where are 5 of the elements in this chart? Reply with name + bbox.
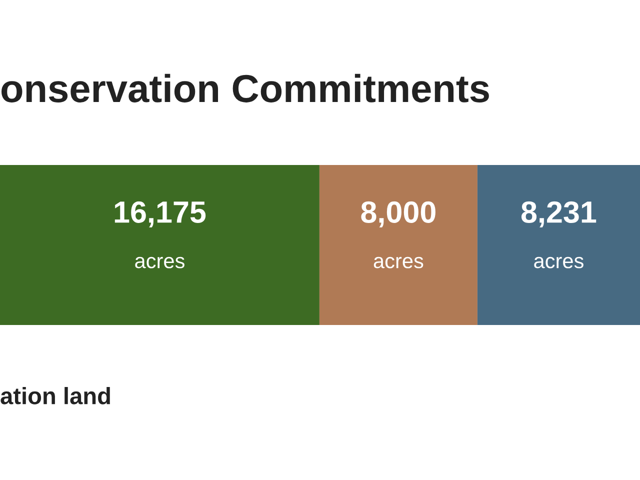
data-label: 8,000 acres — [361, 201, 436, 268]
data-label: 16,175 acres — [114, 201, 206, 268]
data-label: 8,231 acres — [521, 201, 596, 268]
text: ation land — [0, 386, 110, 404]
chart-title: onservation Commitments — [2, 74, 489, 102]
